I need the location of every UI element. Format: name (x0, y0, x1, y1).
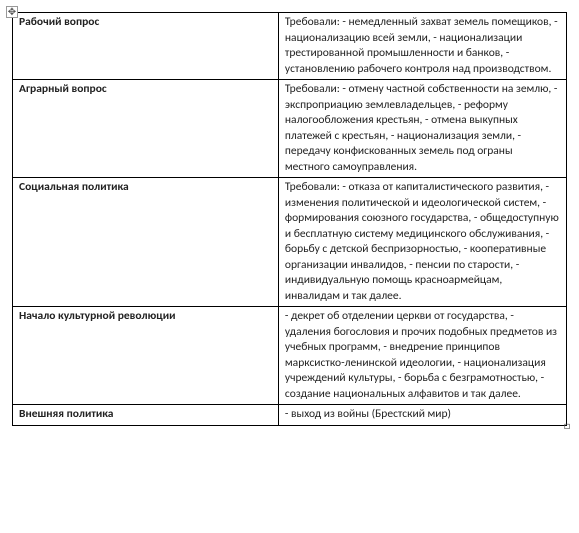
description-cell: - декрет об отделении церкви от государс… (278, 307, 566, 405)
table-wrapper: ✥ Рабочий вопрос Требовали: - немедленны… (12, 12, 567, 426)
description-cell: Требовали: - отказа от капиталистическог… (278, 178, 566, 307)
topic-cell: Аграрный вопрос (13, 80, 279, 178)
topic-cell: Начало культурной революции (13, 307, 279, 405)
table-row: Внешняя политика - выход из войны (Брест… (13, 405, 567, 426)
description-cell: Требовали: - немедленный захват земель п… (278, 13, 566, 80)
table-row: Рабочий вопрос Требовали: - немедленный … (13, 13, 567, 80)
topic-cell: Внешняя политика (13, 405, 279, 426)
policy-table: Рабочий вопрос Требовали: - немедленный … (12, 12, 567, 426)
table-resize-handle-icon[interactable]: □ (561, 420, 573, 432)
topic-cell: Рабочий вопрос (13, 13, 279, 80)
topic-cell: Социальная политика (13, 178, 279, 307)
description-cell: Требовали: - отмену частной собственност… (278, 80, 566, 178)
table-row: Социальная политика Требовали: - отказа … (13, 178, 567, 307)
table-row: Аграрный вопрос Требовали: - отмену част… (13, 80, 567, 178)
description-cell: - выход из войны (Брестский мир) (278, 405, 566, 426)
table-row: Начало культурной революции - декрет об … (13, 307, 567, 405)
table-move-handle-icon[interactable]: ✥ (6, 6, 18, 18)
